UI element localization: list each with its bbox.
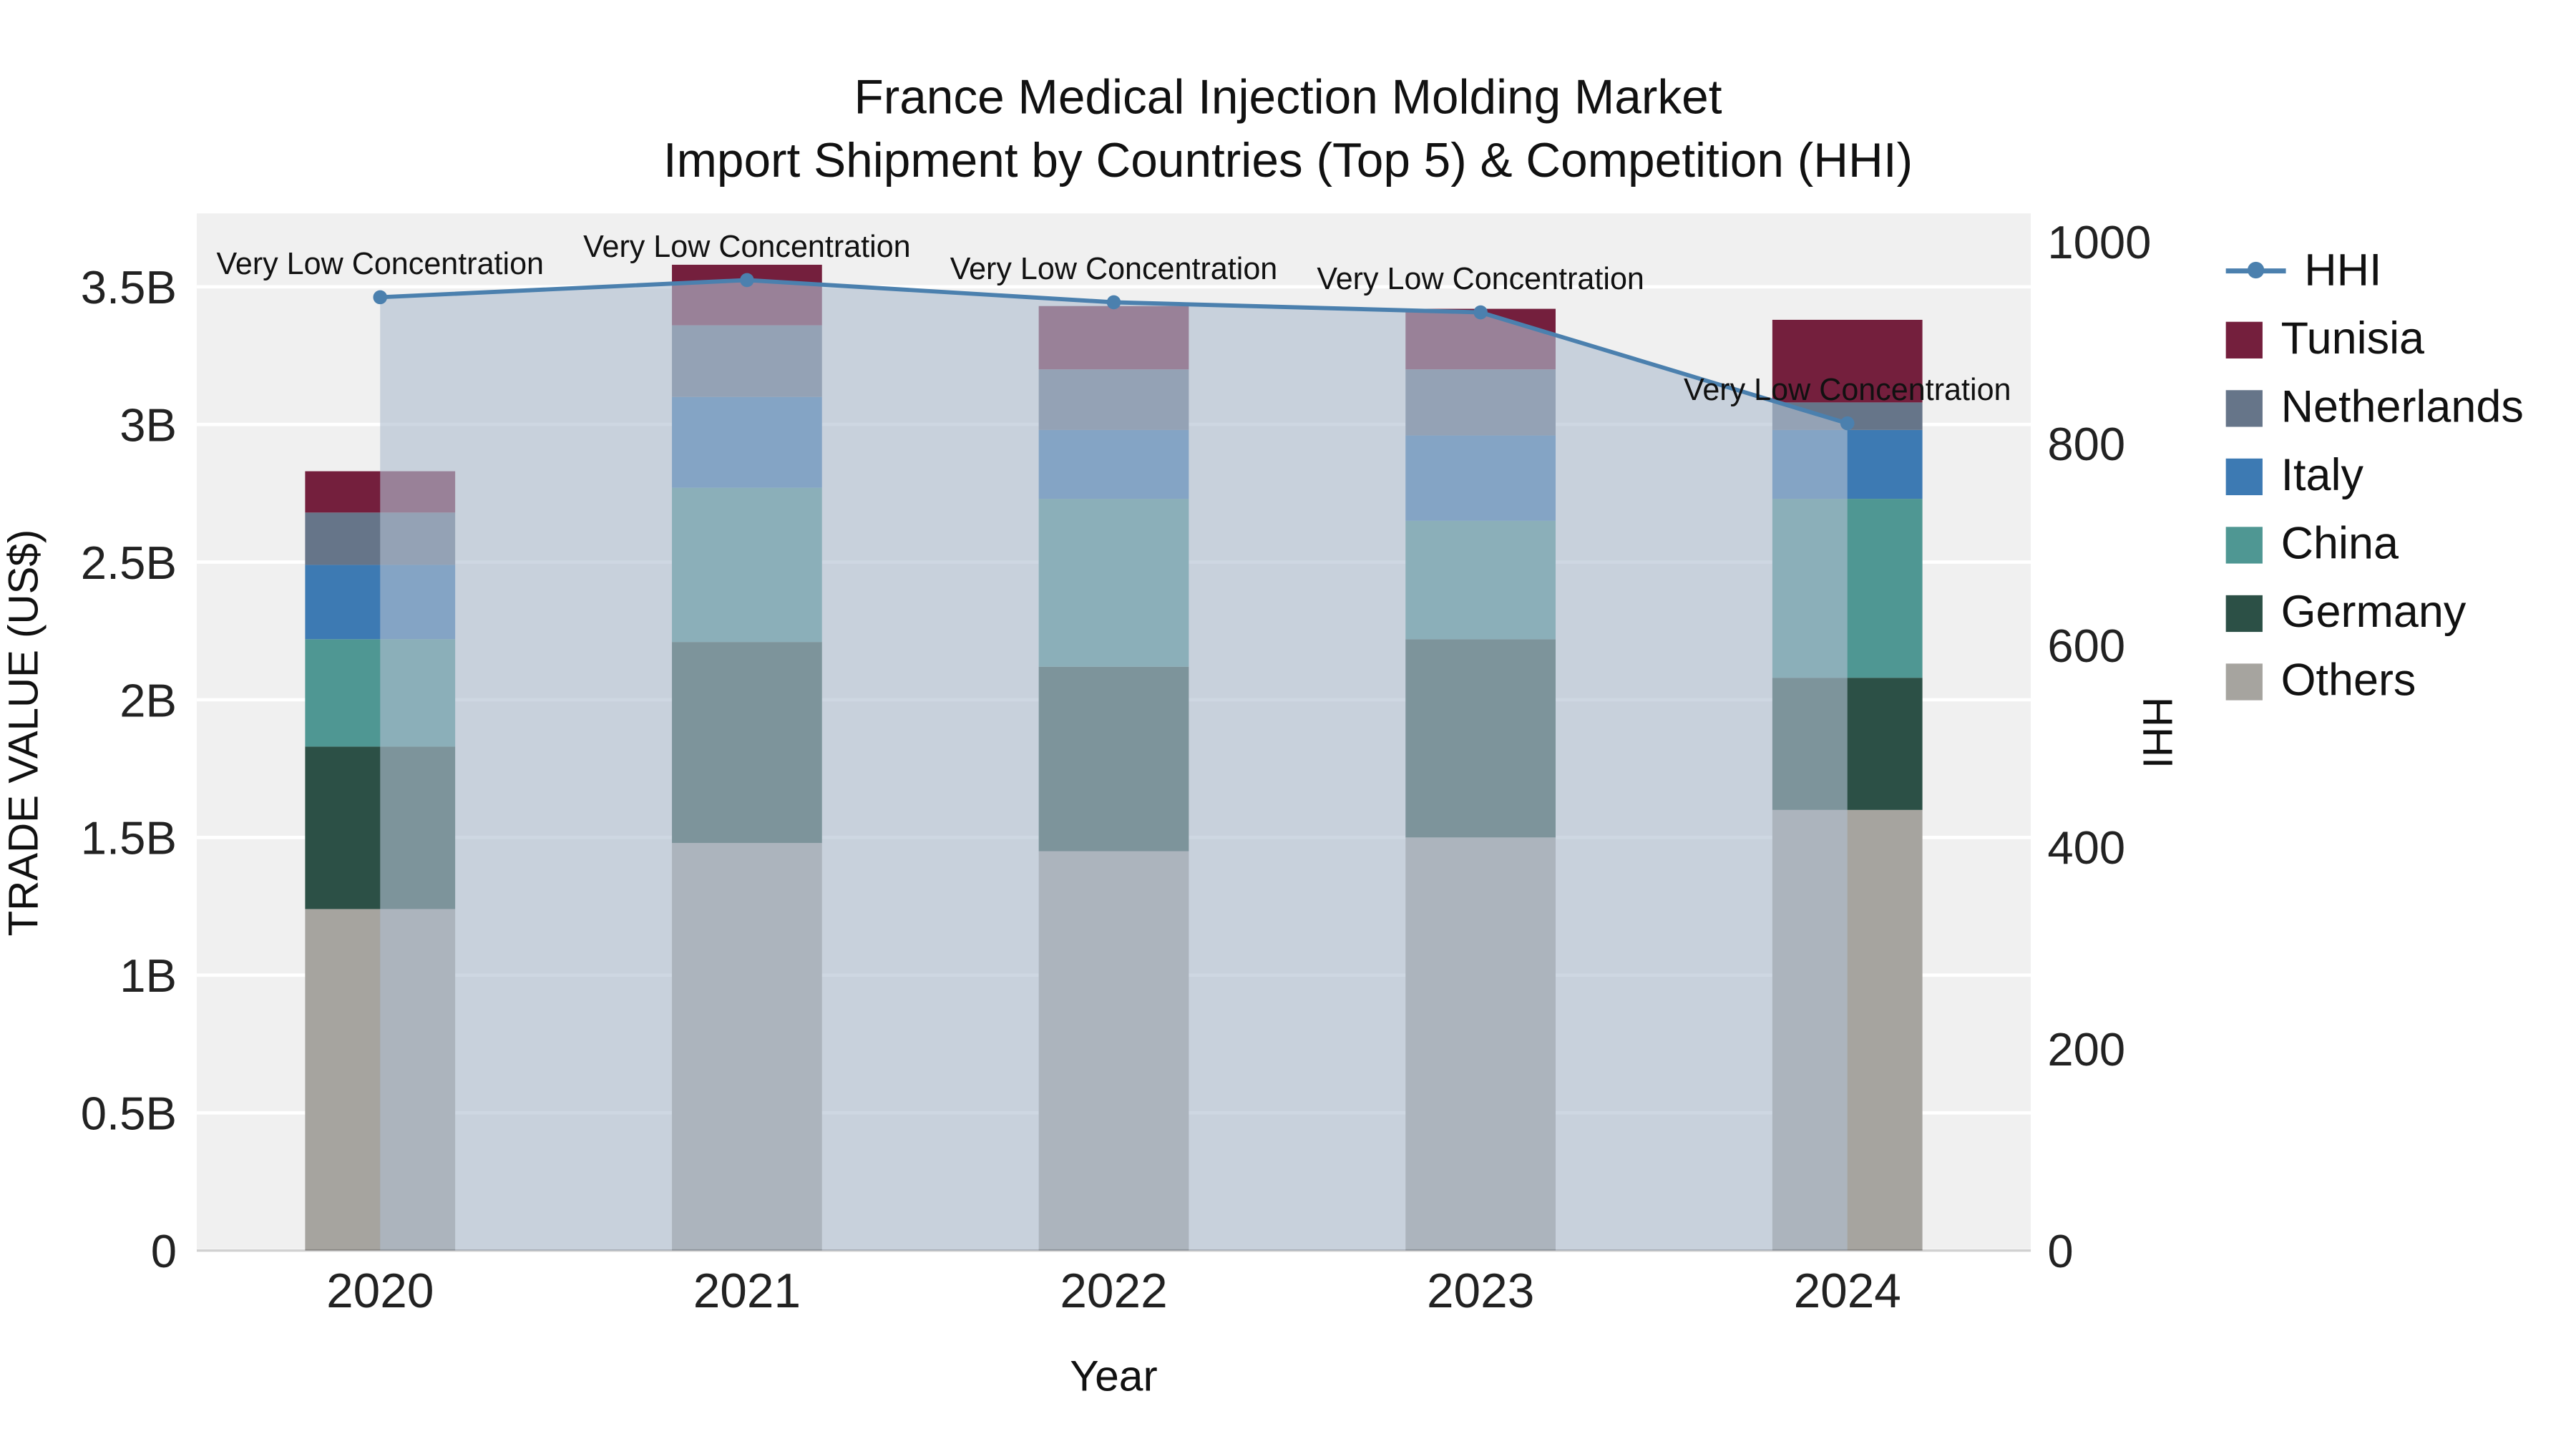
legend-label-tunisia: Tunisia [2280,313,2425,364]
legend-item-china[interactable]: China [2225,510,2524,579]
y-right-tick-label: 1000 [2047,216,2151,268]
legend-label-germany: Germany [2280,587,2467,638]
x-tick-label-2020: 2020 [326,1264,434,1318]
legend-label-others: Others [2280,655,2416,706]
legend-label-netherlands: Netherlands [2280,381,2524,432]
x-tick-label-2021: 2021 [693,1264,801,1318]
y-left-tick-label: 3B [119,399,177,451]
y-left-axis-title: TRADE VALUE (US$) [1,529,48,937]
x-axis-title: Year [1070,1350,1158,1401]
hhi-area-fill [380,280,1848,1251]
annotation-2023: Very Low Concentration [1317,262,1644,296]
chart-title-line2: Import Shipment by Countries (Top 5) & C… [663,135,1913,189]
y-left-tick-label: 1.5B [81,812,177,864]
y-right-axis-title: HHI [2133,696,2180,769]
legend-item-hhi[interactable]: HHI [2225,237,2524,306]
hhi-point-2023 [1473,305,1488,320]
y-right-tick-label: 0 [2047,1225,2073,1277]
hhi-point-2022 [1106,295,1121,310]
legend-swatch-netherlands [2225,389,2263,426]
legend-swatch-others [2225,663,2263,700]
hhi-point-2024 [1840,416,1855,431]
y-left-tick-label: 2.5B [81,537,177,589]
legend-label-italy: Italy [2280,450,2363,501]
bar-segment-tunisia-2024 [1772,319,1923,403]
hhi-point-2021 [740,273,754,288]
legend: HHI Tunisia Netherlands Italy China Germany Ot… [2225,237,2524,716]
chart-title-line1: France Medical Injection Molding Market [854,72,1722,125]
legend-item-italy[interactable]: Italy [2225,441,2524,510]
legend-label-china: China [2280,518,2399,569]
legend-item-germany[interactable]: Germany [2225,579,2524,648]
legend-swatch-italy [2225,457,2263,494]
annotation-2022: Very Low Concentration [950,252,1278,286]
y-left-tick-label: 2B [119,674,177,726]
y-right-tick-label: 200 [2047,1023,2125,1075]
legend-label-hhi: HHI [2304,245,2382,296]
y-right-tick-label: 800 [2047,418,2125,470]
legend-swatch-germany [2225,594,2263,631]
y-right-tick-label: 600 [2047,620,2125,672]
y-right-tick-label: 400 [2047,821,2125,874]
legend-swatch-hhi-line [2225,253,2286,289]
legend-swatch-tunisia [2225,321,2263,358]
hhi-point-2020 [373,290,388,305]
y-left-tick-label: 0.5B [81,1087,177,1139]
x-tick-label-2023: 2023 [1427,1264,1534,1318]
legend-item-netherlands[interactable]: Netherlands [2225,374,2524,442]
annotation-2024: Very Low Concentration [1684,373,2011,407]
x-tick-label-2022: 2022 [1060,1264,1167,1318]
x-tick-label-2024: 2024 [1794,1264,1901,1318]
chart-title: France Medical Injection Molding Market … [0,67,2576,193]
y-left-tick-label: 3.5B [81,261,177,313]
y-left-tick-label: 1B [119,950,177,1002]
annotation-2021: Very Low Concentration [583,230,911,264]
legend-swatch-china [2225,526,2263,563]
legend-item-others[interactable]: Others [2225,647,2524,716]
y-left-tick-label: 0 [151,1225,177,1277]
legend-item-tunisia[interactable]: Tunisia [2225,305,2524,374]
annotation-2020: Very Low Concentration [216,247,544,281]
